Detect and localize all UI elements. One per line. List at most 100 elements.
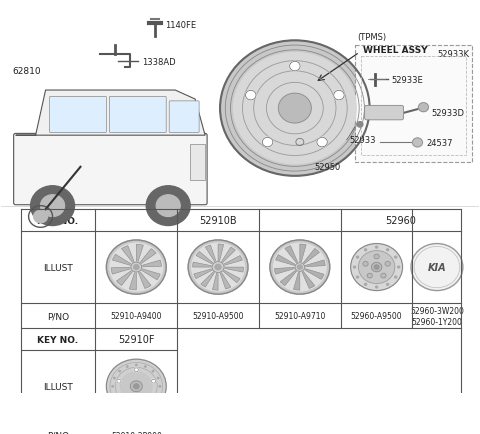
Circle shape bbox=[156, 195, 180, 217]
Circle shape bbox=[159, 386, 161, 387]
Circle shape bbox=[298, 265, 302, 270]
Text: 52933E: 52933E bbox=[392, 76, 423, 85]
Circle shape bbox=[381, 273, 386, 278]
Circle shape bbox=[375, 286, 378, 288]
Polygon shape bbox=[138, 271, 151, 289]
Text: (TPMS): (TPMS) bbox=[358, 33, 387, 42]
Polygon shape bbox=[205, 246, 216, 263]
Circle shape bbox=[131, 263, 142, 272]
Text: 52933D: 52933D bbox=[432, 109, 465, 118]
Circle shape bbox=[334, 91, 344, 101]
Circle shape bbox=[357, 256, 359, 258]
Text: 62810: 62810 bbox=[12, 66, 41, 76]
Circle shape bbox=[395, 256, 397, 258]
Circle shape bbox=[374, 255, 379, 259]
Circle shape bbox=[385, 262, 390, 266]
Polygon shape bbox=[117, 270, 133, 286]
Polygon shape bbox=[221, 247, 235, 263]
Circle shape bbox=[374, 265, 379, 270]
Circle shape bbox=[367, 273, 372, 278]
Circle shape bbox=[245, 91, 256, 101]
Circle shape bbox=[270, 240, 330, 295]
Circle shape bbox=[152, 379, 156, 383]
Circle shape bbox=[134, 368, 138, 372]
Circle shape bbox=[364, 249, 367, 251]
Text: WHEEL ASSY: WHEEL ASSY bbox=[363, 46, 427, 55]
Circle shape bbox=[114, 378, 115, 379]
Text: 52960-A9500: 52960-A9500 bbox=[351, 312, 402, 321]
Polygon shape bbox=[223, 256, 242, 266]
Circle shape bbox=[119, 371, 120, 372]
Text: KEY NO.: KEY NO. bbox=[37, 335, 79, 344]
Text: 52960: 52960 bbox=[385, 216, 417, 226]
Circle shape bbox=[317, 138, 327, 148]
Circle shape bbox=[146, 186, 190, 226]
Text: 52933K: 52933K bbox=[437, 50, 469, 59]
Circle shape bbox=[295, 263, 305, 272]
Circle shape bbox=[212, 262, 224, 273]
Circle shape bbox=[112, 386, 113, 387]
Circle shape bbox=[220, 41, 370, 177]
Circle shape bbox=[127, 405, 128, 407]
FancyBboxPatch shape bbox=[355, 46, 472, 163]
Circle shape bbox=[144, 405, 146, 407]
Circle shape bbox=[412, 138, 422, 148]
Text: 52910-A9500: 52910-A9500 bbox=[192, 312, 244, 321]
Text: 52933: 52933 bbox=[350, 136, 376, 145]
Polygon shape bbox=[112, 255, 132, 266]
Circle shape bbox=[359, 251, 395, 284]
Circle shape bbox=[278, 94, 312, 124]
Polygon shape bbox=[293, 272, 300, 290]
Circle shape bbox=[397, 266, 400, 268]
Circle shape bbox=[135, 407, 137, 408]
Polygon shape bbox=[16, 91, 205, 136]
Polygon shape bbox=[196, 252, 214, 265]
Polygon shape bbox=[218, 244, 224, 262]
Circle shape bbox=[375, 247, 378, 249]
Text: ILLUST: ILLUST bbox=[43, 382, 73, 391]
Text: KEY NO.: KEY NO. bbox=[37, 216, 79, 225]
Circle shape bbox=[107, 240, 166, 295]
Polygon shape bbox=[121, 246, 134, 263]
Polygon shape bbox=[201, 271, 215, 287]
Text: 52910-2P900: 52910-2P900 bbox=[111, 431, 162, 434]
Circle shape bbox=[121, 372, 152, 401]
Text: P/NO: P/NO bbox=[47, 312, 69, 321]
Text: P/NO: P/NO bbox=[47, 431, 69, 434]
Text: ILLUST: ILLUST bbox=[43, 263, 73, 272]
Circle shape bbox=[117, 379, 121, 383]
Polygon shape bbox=[136, 245, 144, 263]
Text: KIA: KIA bbox=[428, 263, 446, 273]
Text: 52950: 52950 bbox=[315, 163, 341, 172]
Circle shape bbox=[411, 244, 463, 291]
Circle shape bbox=[152, 371, 154, 372]
Circle shape bbox=[372, 263, 382, 272]
Circle shape bbox=[130, 381, 142, 392]
Text: 52910F: 52910F bbox=[118, 335, 155, 345]
Polygon shape bbox=[276, 255, 296, 266]
Circle shape bbox=[144, 366, 146, 367]
FancyBboxPatch shape bbox=[49, 97, 107, 133]
Circle shape bbox=[233, 53, 356, 164]
Circle shape bbox=[351, 244, 403, 291]
Polygon shape bbox=[194, 269, 213, 279]
Circle shape bbox=[395, 276, 397, 278]
Text: 52910B: 52910B bbox=[199, 216, 237, 226]
Circle shape bbox=[107, 359, 166, 414]
Polygon shape bbox=[220, 272, 231, 289]
Polygon shape bbox=[142, 260, 161, 267]
Text: 1140FE: 1140FE bbox=[165, 21, 196, 30]
Circle shape bbox=[386, 249, 389, 251]
FancyBboxPatch shape bbox=[109, 97, 166, 133]
Text: 24537: 24537 bbox=[426, 138, 453, 148]
Polygon shape bbox=[285, 246, 298, 264]
Polygon shape bbox=[213, 273, 218, 290]
Polygon shape bbox=[129, 272, 136, 290]
Circle shape bbox=[263, 138, 273, 148]
Circle shape bbox=[127, 366, 128, 367]
Text: 52910-A9710: 52910-A9710 bbox=[274, 312, 325, 321]
Polygon shape bbox=[140, 249, 156, 264]
Circle shape bbox=[133, 384, 139, 389]
Circle shape bbox=[357, 122, 363, 128]
Circle shape bbox=[363, 262, 368, 266]
